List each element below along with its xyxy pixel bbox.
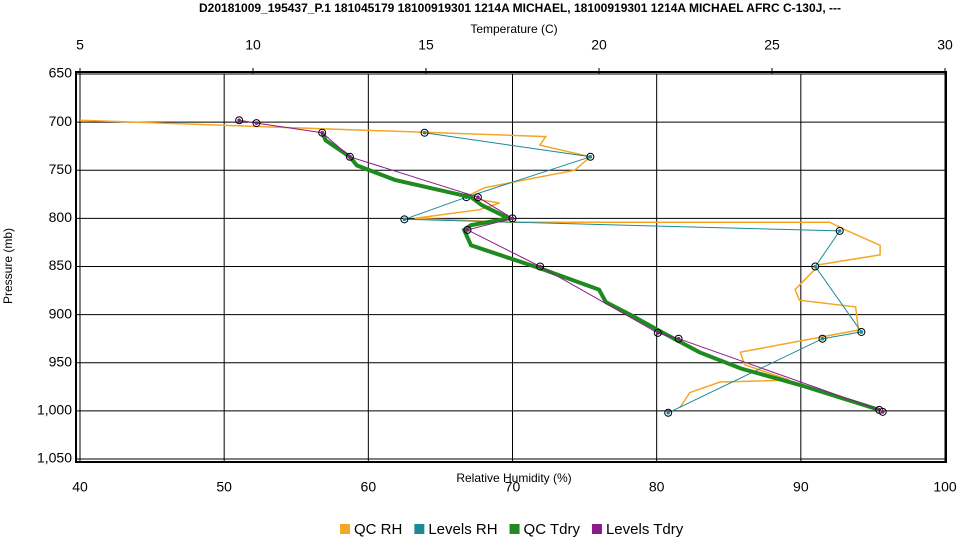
y-tick-label: 700 [49, 113, 73, 129]
y-tick-label: 800 [49, 209, 73, 225]
y-tick-label: 1,000 [37, 402, 72, 418]
x-tick-label: 70 [505, 479, 521, 495]
level-marker-dot [859, 330, 864, 334]
legend-swatch [414, 524, 425, 534]
level-marker [318, 128, 327, 137]
level-marker-dot [348, 154, 352, 159]
level-marker-dot [880, 410, 885, 414]
level-marker-dot [465, 228, 470, 232]
x-tick-label: 100 [933, 479, 957, 495]
level-marker-dot [510, 216, 515, 221]
chart-title: D20181009_195437_P.1 181045179 181009193… [199, 1, 841, 15]
series-layer [79, 116, 887, 417]
level-marker-dot [476, 195, 480, 199]
level-marker-dot [813, 264, 818, 269]
series-line [239, 119, 883, 413]
level-marker-dot [676, 336, 681, 341]
x-tick-label: 90 [793, 479, 809, 495]
legend-label: QC RH [354, 521, 402, 538]
level-marker [508, 214, 517, 223]
level-marker [835, 226, 844, 235]
level-marker [235, 116, 244, 125]
x-tick-label: 60 [361, 479, 377, 495]
legend-swatch [340, 524, 350, 534]
level-marker-dot [588, 154, 593, 159]
x2-tick-label: 30 [937, 37, 953, 53]
x2-tick-label: 25 [764, 37, 780, 53]
x2-tick-label: 5 [76, 37, 84, 53]
legend-swatch [591, 524, 602, 534]
level-marker-dot [237, 118, 241, 122]
level-marker [345, 152, 354, 161]
legend: QC RH Levels RH QC Tdry Levels Tdry [340, 521, 684, 538]
legend-label: Levels RH [428, 521, 497, 538]
y-tick-label: 900 [49, 305, 73, 321]
legend-label: QC Tdry [524, 521, 581, 538]
series-line [320, 131, 880, 412]
x-tick-label: 50 [216, 479, 232, 495]
level-marker-dot [422, 130, 427, 135]
level-marker [536, 262, 545, 271]
level-marker [586, 152, 595, 161]
level-marker [420, 128, 429, 137]
level-marker [674, 334, 683, 343]
level-marker [473, 193, 482, 202]
level-marker [857, 327, 866, 336]
x2-tick-label: 15 [418, 37, 434, 53]
level-marker-dot [666, 411, 670, 415]
level-marker [463, 225, 472, 234]
level-marker [818, 334, 827, 343]
level-marker [878, 407, 887, 416]
x-tick-label: 80 [649, 479, 665, 495]
y-axis-label: Pressure (mb) [1, 228, 15, 304]
x-tick-label: 40 [72, 479, 88, 495]
level-marker-dot [837, 229, 842, 233]
plot-frame [75, 71, 947, 463]
level-marker [811, 262, 820, 271]
level-marker [653, 328, 662, 337]
level-marker-dot [320, 130, 325, 135]
y-tick-label: 850 [49, 257, 73, 273]
y-tick-label: 1,050 [37, 450, 72, 466]
level-marker-dot [402, 217, 407, 222]
level-marker-dot [820, 336, 825, 341]
level-marker [664, 408, 673, 417]
x-axis-label: Relative Humidity (%) [456, 471, 571, 485]
legend-label: Levels Tdry [606, 521, 684, 538]
x2-tick-label: 20 [591, 37, 607, 53]
y-tick-label: 750 [49, 161, 73, 177]
series-line [79, 119, 881, 409]
level-marker-dot [656, 331, 660, 335]
y-tick-label: 950 [49, 353, 73, 369]
x2-tick-label: 10 [245, 37, 261, 53]
x2-axis-label: Temperature (C) [470, 22, 557, 36]
level-marker-dot [538, 264, 542, 269]
level-marker-dot [254, 121, 259, 125]
level-marker [252, 119, 261, 128]
level-marker [400, 215, 409, 224]
legend-swatch [509, 524, 520, 534]
y-tick-label: 650 [49, 65, 73, 81]
